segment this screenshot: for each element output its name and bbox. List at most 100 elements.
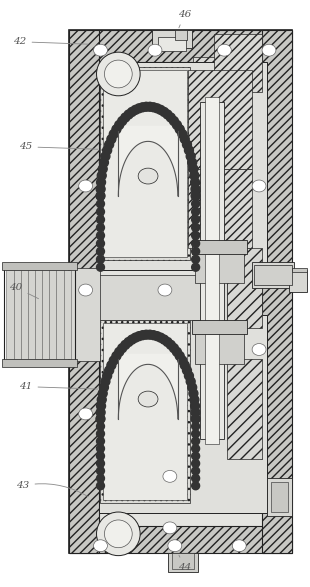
- Circle shape: [189, 389, 198, 398]
- Ellipse shape: [252, 343, 266, 356]
- Circle shape: [127, 335, 136, 344]
- Bar: [4, 265, 75, 365]
- Circle shape: [96, 239, 104, 247]
- Circle shape: [192, 437, 200, 445]
- Ellipse shape: [138, 168, 158, 184]
- Circle shape: [96, 224, 104, 231]
- Circle shape: [96, 191, 105, 200]
- Circle shape: [170, 344, 178, 353]
- Bar: [69, 268, 100, 362]
- Circle shape: [96, 264, 104, 271]
- Circle shape: [178, 356, 187, 365]
- Circle shape: [156, 333, 165, 342]
- Circle shape: [98, 389, 107, 398]
- Circle shape: [192, 247, 200, 255]
- Circle shape: [192, 215, 200, 224]
- Circle shape: [96, 467, 104, 475]
- Circle shape: [96, 192, 104, 200]
- Bar: [56, 270, 64, 359]
- Ellipse shape: [232, 540, 246, 552]
- Circle shape: [180, 361, 189, 370]
- Circle shape: [124, 110, 133, 119]
- Bar: [188, 169, 252, 248]
- Bar: [99, 315, 267, 513]
- Circle shape: [96, 482, 104, 490]
- Polygon shape: [292, 268, 307, 272]
- Circle shape: [112, 125, 121, 134]
- Circle shape: [166, 113, 175, 122]
- Bar: [64, 270, 71, 359]
- Bar: [227, 359, 262, 458]
- Circle shape: [105, 366, 113, 375]
- Bar: [192, 241, 247, 254]
- Bar: [158, 38, 186, 51]
- Circle shape: [192, 255, 200, 264]
- Circle shape: [115, 120, 124, 129]
- Circle shape: [115, 348, 124, 356]
- Circle shape: [160, 335, 169, 344]
- Bar: [267, 478, 292, 516]
- Circle shape: [153, 104, 162, 113]
- Circle shape: [192, 415, 200, 423]
- Bar: [289, 270, 307, 292]
- Circle shape: [97, 395, 106, 404]
- Circle shape: [135, 104, 144, 113]
- Bar: [172, 552, 194, 569]
- Circle shape: [96, 184, 105, 194]
- Circle shape: [121, 340, 130, 349]
- Bar: [69, 31, 292, 552]
- Ellipse shape: [163, 522, 177, 534]
- Circle shape: [192, 200, 200, 208]
- Circle shape: [188, 383, 197, 392]
- Bar: [69, 526, 292, 552]
- Circle shape: [96, 474, 104, 483]
- Circle shape: [180, 134, 189, 144]
- Circle shape: [118, 117, 127, 126]
- Circle shape: [191, 184, 200, 194]
- Bar: [193, 57, 262, 245]
- Circle shape: [192, 208, 200, 215]
- Circle shape: [103, 372, 112, 380]
- Polygon shape: [118, 127, 178, 196]
- Circle shape: [109, 130, 118, 139]
- Circle shape: [160, 107, 169, 116]
- Bar: [14, 270, 21, 359]
- Bar: [21, 270, 28, 359]
- Circle shape: [96, 460, 104, 467]
- Ellipse shape: [96, 512, 140, 556]
- Bar: [195, 248, 244, 283]
- Text: 40: 40: [9, 283, 38, 299]
- Circle shape: [118, 344, 127, 353]
- Circle shape: [112, 352, 121, 360]
- Bar: [42, 270, 49, 359]
- Circle shape: [172, 120, 181, 129]
- Circle shape: [191, 178, 200, 187]
- Circle shape: [138, 103, 147, 112]
- Ellipse shape: [94, 44, 108, 56]
- Circle shape: [96, 208, 104, 215]
- Circle shape: [186, 152, 195, 161]
- Bar: [35, 270, 42, 359]
- Circle shape: [175, 352, 184, 360]
- Circle shape: [163, 338, 172, 346]
- Circle shape: [96, 408, 105, 417]
- Circle shape: [98, 164, 107, 173]
- Bar: [104, 70, 187, 257]
- Bar: [192, 320, 247, 333]
- Bar: [49, 270, 56, 359]
- Circle shape: [190, 171, 199, 180]
- Circle shape: [103, 146, 112, 155]
- Circle shape: [192, 239, 200, 247]
- Circle shape: [184, 372, 193, 380]
- Ellipse shape: [79, 284, 93, 296]
- Bar: [2, 262, 77, 270]
- Circle shape: [97, 171, 106, 180]
- Bar: [100, 320, 190, 503]
- Circle shape: [96, 452, 104, 460]
- Bar: [200, 102, 224, 438]
- Circle shape: [97, 178, 105, 187]
- Circle shape: [184, 146, 193, 155]
- Bar: [193, 330, 262, 503]
- Circle shape: [121, 113, 130, 122]
- Ellipse shape: [104, 520, 132, 548]
